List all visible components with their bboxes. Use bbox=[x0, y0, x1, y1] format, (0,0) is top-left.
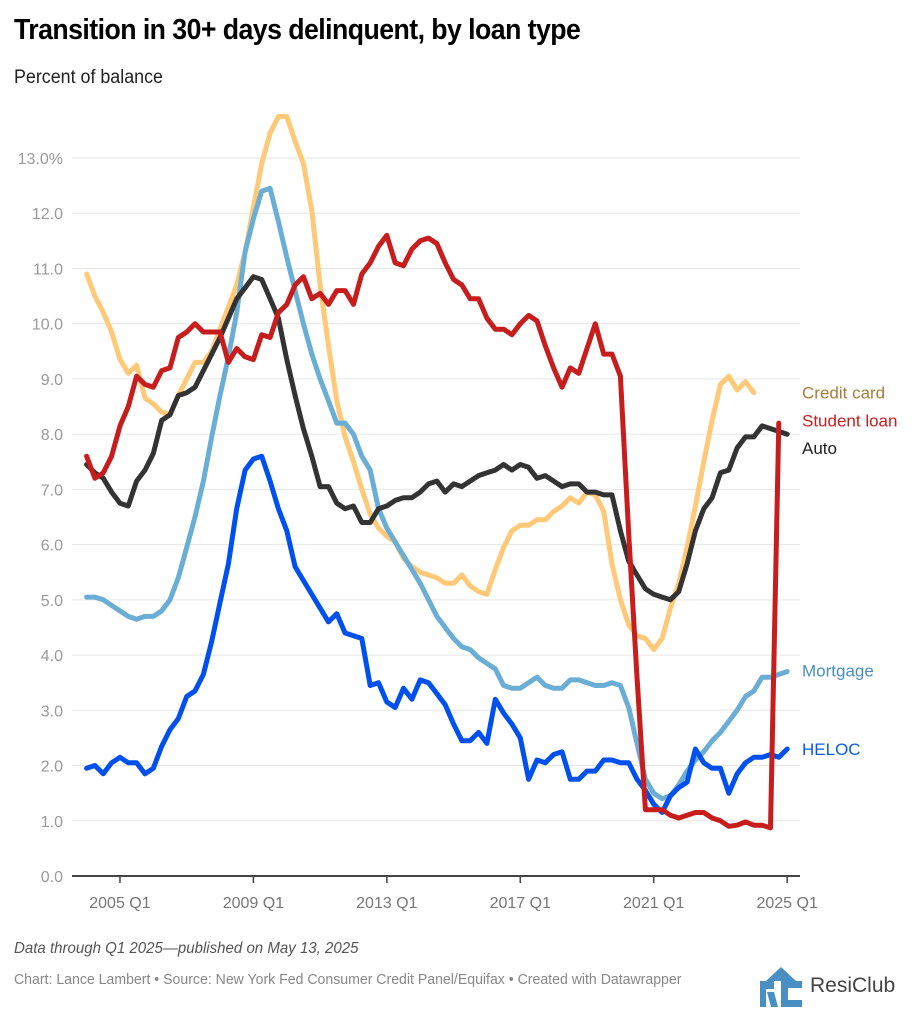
chart-notes: Data through Q1 2025—published on May 13… bbox=[14, 940, 359, 957]
y-tick-label: 1.0 bbox=[41, 814, 63, 831]
series-line-credit-card bbox=[84, 114, 757, 653]
x-tick-label: 2005 Q1 bbox=[89, 895, 150, 912]
resiclub-logo-icon bbox=[760, 967, 802, 1007]
chart-subtitle: Percent of balance bbox=[14, 67, 163, 88]
y-tick-label: 11.0 bbox=[33, 261, 63, 278]
series-label-student-loan: Student loan bbox=[802, 411, 897, 430]
series-labels: Credit card Student loan Auto Mortgage HELOC bbox=[802, 384, 897, 759]
y-tick-label: 3.0 bbox=[41, 703, 63, 720]
series-line-student-loan bbox=[84, 232, 782, 831]
y-tick-label: 10.0 bbox=[32, 317, 63, 334]
series-line-heloc bbox=[84, 453, 790, 815]
gridlines bbox=[72, 157, 800, 822]
y-tick-label: 7.0 bbox=[41, 482, 63, 499]
y-tick-label: 0.0 bbox=[41, 869, 63, 886]
y-tick-label: 12.0 bbox=[32, 206, 63, 223]
x-tick-label: 2013 Q1 bbox=[356, 895, 417, 912]
line-chart: 0.0 1.0 2.0 3.0 4.0 5.0 6.0 7.0 8.0 9.0 10.0 11.0 12… bbox=[18, 114, 897, 912]
series-label-mortgage: Mortgage bbox=[802, 662, 874, 681]
y-tick-label: 2.0 bbox=[41, 759, 63, 776]
y-tick-label: 13.0% bbox=[18, 151, 63, 168]
y-tick-label: 8.0 bbox=[41, 427, 63, 444]
series-lines bbox=[84, 114, 790, 831]
y-axis-labels: 0.0 1.0 2.0 3.0 4.0 5.0 6.0 7.0 8.0 9.0 10.0 11.0 12… bbox=[18, 151, 63, 886]
x-tick-label: 2017 Q1 bbox=[490, 895, 551, 912]
logo-text: ResiClub bbox=[810, 974, 896, 997]
series-line-mortgage bbox=[84, 185, 790, 802]
chart-title: Transition in 30+ days delinquent, by lo… bbox=[14, 14, 581, 46]
x-tick-label: 2009 Q1 bbox=[223, 895, 284, 912]
series-line-auto bbox=[84, 274, 790, 603]
resiclub-logo: ResiClub bbox=[758, 965, 895, 1007]
series-label-auto: Auto bbox=[802, 439, 837, 458]
y-tick-label: 5.0 bbox=[41, 593, 63, 610]
chart-source: Chart: Lance Lambert • Source: New York … bbox=[14, 971, 682, 988]
x-tick-label: 2025 Q1 bbox=[756, 895, 817, 912]
y-tick-label: 9.0 bbox=[41, 372, 63, 389]
series-label-heloc: HELOC bbox=[802, 740, 861, 759]
y-tick-label: 6.0 bbox=[41, 538, 63, 555]
series-label-credit-card: Credit card bbox=[802, 384, 885, 403]
x-tick-label: 2021 Q1 bbox=[623, 895, 684, 912]
x-axis: 2005 Q1 2009 Q1 2013 Q1 2017 Q1 2021 Q1 2025 … bbox=[72, 875, 818, 912]
y-tick-label: 4.0 bbox=[41, 648, 63, 665]
